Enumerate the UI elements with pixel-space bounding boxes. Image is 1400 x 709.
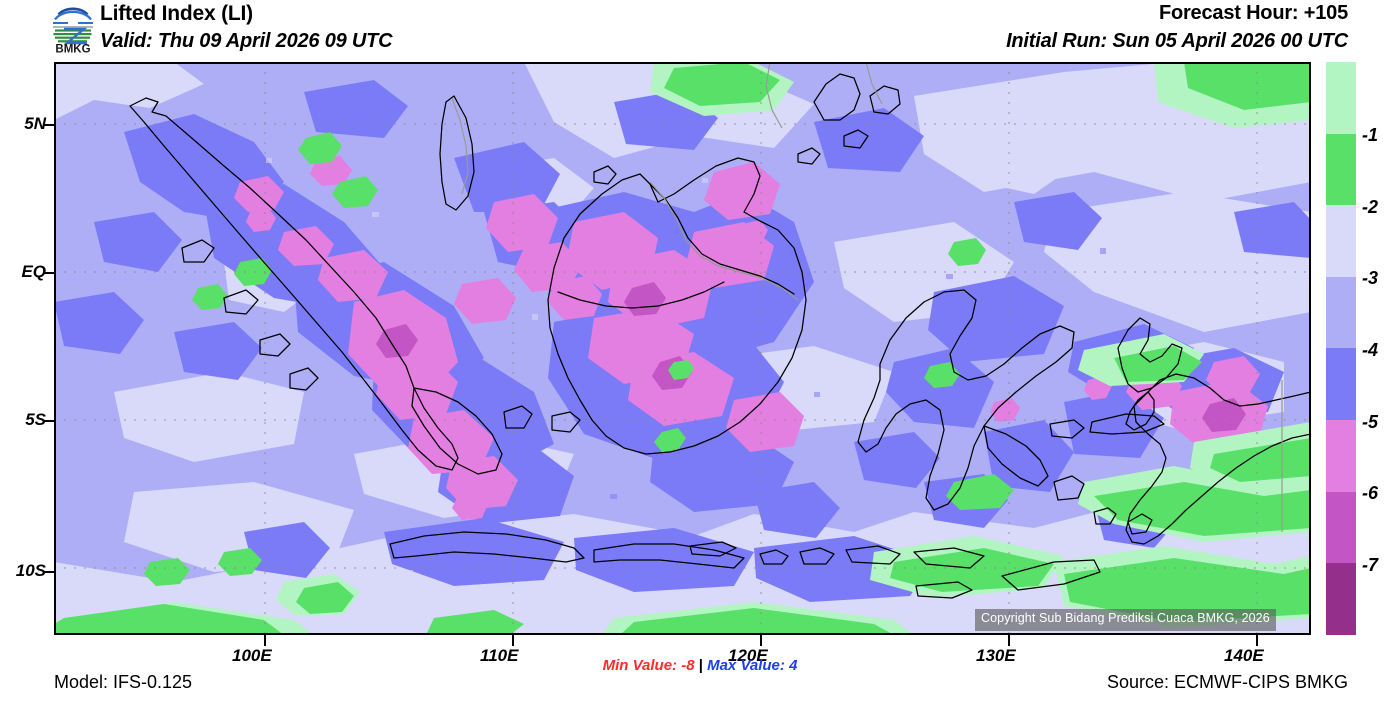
max-value-label: Max Value: 4: [707, 657, 798, 674]
y-tick-label-5n: 5N: [24, 114, 46, 133]
y-tick-label-10s: 10S: [15, 561, 46, 580]
forecast-map[interactable]: [54, 62, 1311, 635]
y-tick-mark-10s: [44, 571, 55, 573]
page-header: BMKG Lifted Index (LI) Valid: Thu 09 Apr…: [0, 0, 1400, 56]
minmax-readout: Min Value: -8 | Max Value: 4: [0, 657, 1400, 674]
page-title: Lifted Index (LI): [100, 2, 253, 25]
colorbar-label--1: -1: [1362, 125, 1379, 145]
x-tick-mark-110e: [512, 635, 514, 646]
colorbar-label--7: -7: [1362, 555, 1379, 575]
y-tick-label-eq: EQ: [21, 262, 46, 281]
colorbar-band-4: [1326, 348, 1356, 420]
colorbar-label--5: -5: [1362, 412, 1379, 432]
x-tick-mark-140e: [1256, 635, 1258, 646]
minmax-separator: |: [698, 657, 703, 674]
forecast-hour-label: Forecast Hour: +105: [1158, 2, 1348, 24]
colorbar-label--6: -6: [1362, 483, 1379, 503]
svg-text:BMKG: BMKG: [55, 44, 90, 55]
colorbar-label--3: -3: [1362, 268, 1379, 288]
colorbar-label--4: -4: [1362, 340, 1379, 360]
x-tick-label-100e: 100E: [232, 646, 272, 665]
x-tick-mark-130e: [1008, 635, 1010, 646]
initial-run-label: Initial Run: Sun 05 April 2026 00 UTC: [1006, 30, 1348, 52]
source-label: Source: ECMWF-CIPS BMKG: [1106, 672, 1348, 692]
colorbar-label--2: -2: [1362, 197, 1379, 217]
copyright-watermark: Copyright Sub Bidang Prediksi Cuaca BMKG…: [975, 609, 1276, 631]
y-tick-mark-5n: [44, 124, 55, 126]
y-tick-mark-eq: [44, 272, 55, 274]
colorbar: [1326, 62, 1356, 635]
colorbar-band-1: [1326, 133, 1356, 206]
colorbar-band-5: [1326, 419, 1356, 492]
x-tick-label-130e: 130E: [976, 646, 1016, 665]
colorbar-band-6: [1326, 491, 1356, 564]
colorbar-band-3: [1326, 276, 1356, 349]
coastline-layer: [129, 73, 1311, 599]
y-tick-mark-5s: [44, 420, 55, 422]
model-label: Model: IFS-0.125: [54, 672, 193, 692]
valid-time-label: Valid: Thu 09 April 2026 09 UTC: [100, 30, 393, 52]
x-tick-mark-100e: [264, 635, 266, 646]
x-tick-label-120e: 120E: [728, 646, 768, 665]
x-tick-label-110e: 110E: [480, 646, 519, 665]
colorbar-band-7: [1326, 563, 1356, 635]
colorbar-band-2: [1326, 205, 1356, 277]
admin-border-layer: [451, 62, 1283, 532]
contour-fill-layer: [54, 62, 1311, 635]
min-value-label: Min Value: -8: [602, 657, 695, 674]
y-tick-label-5s: 5S: [25, 410, 46, 429]
x-tick-mark-120e: [760, 635, 762, 646]
bmkg-logo-icon: BMKG: [44, 2, 102, 56]
x-tick-label-140e: 140E: [1224, 646, 1264, 665]
colorbar-band-0: [1326, 62, 1356, 134]
